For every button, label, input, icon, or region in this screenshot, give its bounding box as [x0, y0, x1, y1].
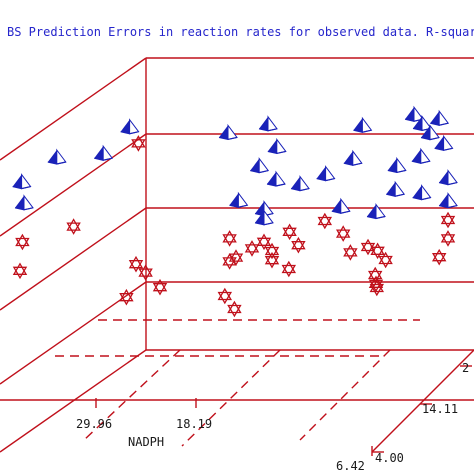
- predicted-point-23: [378, 251, 393, 269]
- predicted-point-14: [264, 242, 280, 260]
- observed-point-6: [258, 115, 278, 132]
- predicted-point-13: [291, 236, 306, 254]
- observed-point-20: [316, 165, 336, 182]
- predicted-point-5: [138, 264, 153, 281]
- back-gridline-left-3: [0, 281, 147, 385]
- back-wall-top-edge-left: [0, 57, 147, 161]
- floor-left-edge: [0, 349, 147, 453]
- observed-point-24: [331, 197, 351, 214]
- observed-point-11: [420, 124, 440, 141]
- observed-point-19: [290, 175, 310, 192]
- predicted-point-9: [256, 233, 272, 251]
- predicted-point-6: [152, 278, 168, 296]
- predicted-point-27: [440, 211, 456, 229]
- predicted-point-1: [66, 218, 81, 235]
- floor-grid-dashed-3: [181, 349, 281, 447]
- predicted-point-0: [131, 135, 146, 152]
- predicted-point-4: [128, 255, 144, 273]
- predicted-point-2: [15, 233, 30, 251]
- predicted-point-20: [343, 244, 358, 261]
- predicted-point-15: [244, 240, 260, 257]
- observed-point-4: [14, 194, 34, 211]
- back-gridline-left-1: [0, 133, 147, 237]
- observed-point-17: [250, 157, 270, 174]
- predicted-point-19: [281, 260, 297, 278]
- observed-point-7: [267, 137, 287, 155]
- predicted-point-22: [370, 242, 385, 260]
- y-tick-label-3: 2: [462, 361, 469, 375]
- observed-point-9: [404, 105, 424, 122]
- predicted-point-10: [282, 223, 297, 241]
- chart-frame: [0, 57, 474, 456]
- predicted-point-31: [217, 287, 233, 305]
- observed-point-13: [434, 134, 454, 151]
- floor-grid-dashed-5: [83, 349, 181, 441]
- predicted-point-28: [440, 230, 456, 247]
- predicted-point-26: [369, 279, 385, 297]
- observed-point-18: [266, 170, 286, 187]
- observed-point-16: [343, 149, 363, 166]
- y-tick-label-2: 14.11: [422, 402, 458, 416]
- observed-point-25: [366, 203, 386, 220]
- observed-point-2: [12, 173, 32, 190]
- predicted-point-3: [12, 262, 28, 280]
- observed-point-29: [438, 192, 458, 209]
- observed-point-26: [386, 180, 406, 197]
- x-tick-label-1: 29.96: [76, 417, 112, 431]
- predicted-point-7: [119, 288, 134, 306]
- observed-point-23: [254, 209, 274, 226]
- observed-point-28: [438, 169, 458, 186]
- predicted-point-8: [222, 230, 237, 247]
- x-axis-label: NADPH: [128, 435, 164, 449]
- observed-point-21: [254, 200, 274, 217]
- chart-title: BS Prediction Errors in reaction rates f…: [7, 25, 474, 39]
- observed-point-1: [120, 118, 140, 135]
- predicted-point-21: [360, 238, 376, 256]
- predicted-point-29: [431, 248, 447, 266]
- observed-point-27: [412, 184, 432, 201]
- predicted-point-30: [227, 300, 242, 318]
- back-gridline-left-2: [0, 207, 147, 311]
- x-tick-label-2: 18.19: [176, 417, 212, 431]
- predicted-point-18: [264, 251, 280, 269]
- observed-point-12: [430, 109, 450, 126]
- x-tick-label-3: 6.42: [336, 459, 365, 473]
- observed-point-15: [387, 156, 407, 174]
- observed-point-5: [218, 123, 238, 141]
- observed-point-8: [353, 116, 373, 133]
- predicted-point-12: [335, 225, 351, 242]
- floor-right-edge: [371, 349, 474, 453]
- predicted-point-17: [222, 253, 237, 270]
- observed-point-0: [47, 148, 67, 165]
- observed-point-14: [411, 147, 431, 164]
- observed-point-22: [229, 191, 249, 208]
- y-tick-label-1: 4.00: [375, 451, 404, 465]
- predicted-point-11: [317, 212, 333, 230]
- observed-point-3: [94, 144, 114, 161]
- floor-grid-dashed-4: [299, 349, 391, 441]
- data-points: [12, 105, 458, 318]
